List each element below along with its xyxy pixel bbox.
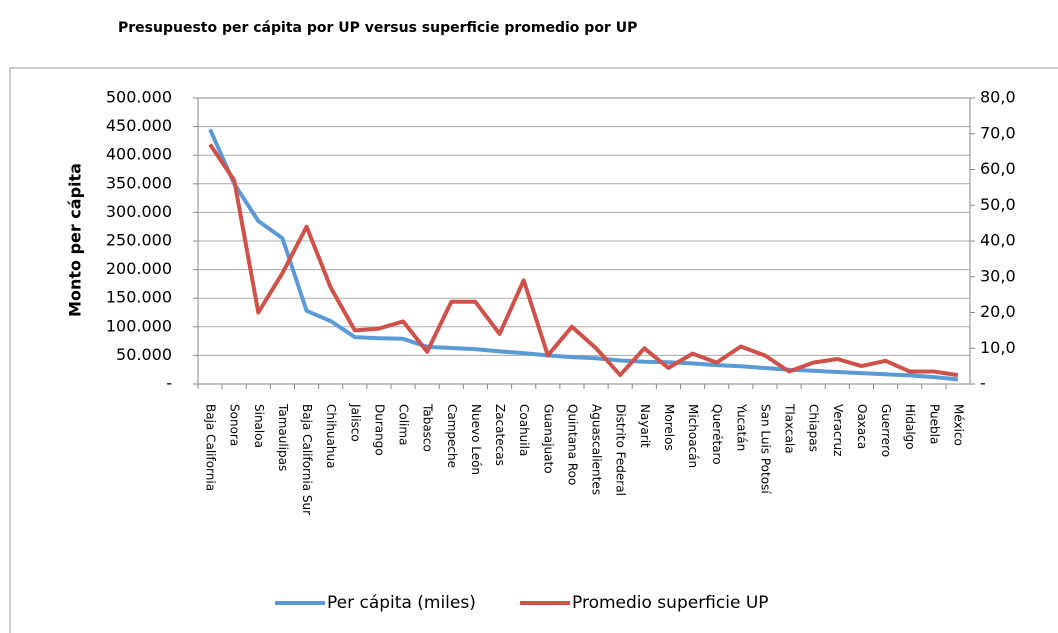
- x-tick-label: Morelos: [662, 404, 676, 451]
- y2-tick-label: 40,0: [980, 231, 1016, 250]
- y-tick-label: 450.000: [106, 116, 172, 135]
- x-tick-label: Nuevo León: [469, 404, 483, 475]
- x-tick-label: Tamaulipas: [276, 403, 290, 471]
- y-tick-label: 50.000: [116, 345, 172, 364]
- y-tick-label: 500.000: [106, 88, 172, 107]
- x-tick-label: Veracruz: [831, 404, 845, 456]
- y2-tick-label: 20,0: [980, 302, 1016, 321]
- series-line: [208, 143, 959, 378]
- y2-tick-label: 80,0: [980, 88, 1016, 107]
- x-tick-label: Sonora: [228, 404, 242, 446]
- x-tick-label: Jalisco: [348, 403, 362, 442]
- series-line: [208, 128, 959, 382]
- x-tick-label: Guerrero: [879, 404, 893, 457]
- y2-tick-label: -: [980, 374, 986, 393]
- x-tick-label: Guanajuato: [541, 404, 555, 474]
- x-tick-label: Zacatecas: [493, 404, 507, 466]
- y2-tick-label: 60,0: [980, 159, 1016, 178]
- x-tick-label: Tlaxcala: [783, 403, 797, 454]
- x-tick-label: México: [951, 404, 965, 446]
- y-tick-label: 100.000: [106, 316, 172, 335]
- x-tick-label: Chihuahua: [324, 404, 338, 468]
- x-tick-label: Durango: [372, 404, 386, 456]
- x-tick-label: Campeche: [445, 404, 459, 468]
- x-tick-label: Yucatán: [734, 403, 748, 451]
- x-tick-label: San Luis Potosí: [758, 404, 772, 494]
- x-tick-label: Oaxaca: [855, 404, 869, 449]
- x-tick-label: Querétaro: [710, 404, 724, 465]
- chart-title: Presupuesto per cápita por UP versus sup…: [118, 20, 637, 36]
- x-tick-label: Hidalgo: [903, 404, 917, 450]
- y-tick-label: 150.000: [106, 288, 172, 307]
- y-tick-label: 250.000: [106, 231, 172, 250]
- legend-label: Promedio superficie UP: [572, 593, 769, 613]
- x-tick-label: Baja California Sur: [300, 404, 314, 515]
- x-tick-label: Michoacán: [686, 404, 700, 468]
- y2-tick-label: 10,0: [980, 338, 1016, 357]
- x-tick-label: Quintana Roo: [565, 404, 579, 485]
- y-tick-label: 300.000: [106, 202, 172, 221]
- x-tick-label: Aguascalientes: [590, 404, 604, 495]
- x-tick-label: Sinaloa: [252, 404, 266, 448]
- x-tick-label: Coahuila: [517, 404, 531, 456]
- x-tick-label: Chiapas: [807, 404, 821, 452]
- y-tick-label: 200.000: [106, 259, 172, 278]
- y2-tick-label: 50,0: [980, 195, 1016, 214]
- x-tick-label: Distrito Federal: [614, 404, 628, 496]
- x-tick-label: Baja California: [204, 404, 218, 491]
- x-tick-label: Puebla: [927, 404, 941, 444]
- x-tick-label: Nayarit: [638, 404, 652, 448]
- legend-label: Per cápita (miles): [327, 593, 476, 613]
- x-tick-label: Tabasco: [421, 403, 435, 452]
- y-axis-label: Monto per cápita: [66, 163, 85, 317]
- y-tick-label: 400.000: [106, 145, 172, 164]
- y-tick-label: -: [166, 374, 172, 393]
- chart-border: [9, 67, 1058, 633]
- y2-tick-label: 30,0: [980, 266, 1016, 285]
- x-tick-label: Colima: [397, 404, 411, 445]
- y-tick-label: 350.000: [106, 173, 172, 192]
- y2-tick-label: 70,0: [980, 123, 1016, 142]
